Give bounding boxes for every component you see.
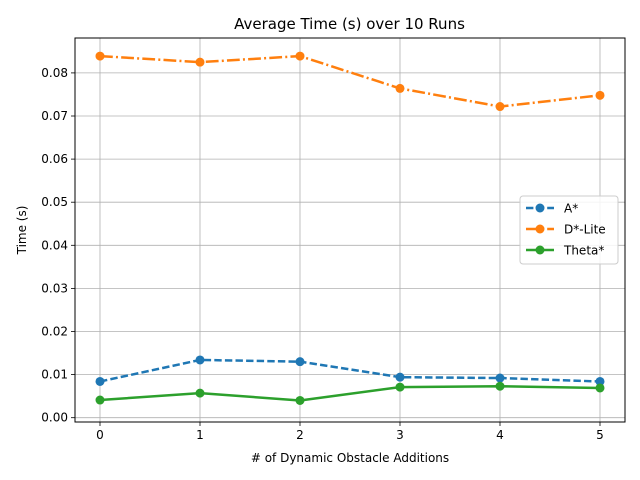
x-axis-label: # of Dynamic Obstacle Additions: [251, 451, 449, 465]
legend-label: D*-Lite: [564, 223, 606, 237]
series-0: [95, 355, 605, 386]
x-tick-label: 0: [96, 428, 104, 442]
data-point: [95, 51, 105, 61]
legend-label: Theta*: [563, 244, 604, 258]
legend-item: D*-Lite: [526, 223, 606, 237]
series-1: [95, 51, 605, 112]
data-point: [195, 388, 205, 398]
series-line: [99, 384, 601, 402]
legend-marker: [535, 245, 545, 255]
x-tick-label: 1: [196, 428, 204, 442]
legend-marker: [535, 203, 545, 213]
y-tick-label: 0.07: [41, 109, 68, 123]
legend: A* D*-Lite Theta*: [519, 195, 619, 265]
y-tick-label: 0.08: [41, 66, 68, 80]
series-line: [99, 54, 601, 108]
x-tick-label: 4: [496, 428, 504, 442]
chart-title: Average Time (s) over 10 Runs: [234, 15, 465, 33]
data-point: [495, 102, 505, 112]
series-layer: [95, 51, 605, 405]
y-tick-label: 0.00: [41, 411, 68, 425]
data-point: [295, 395, 305, 405]
plot-area: [74, 37, 626, 423]
data-point: [495, 373, 505, 383]
data-point: [595, 90, 605, 100]
data-point: [95, 395, 105, 405]
x-tick-label: 5: [596, 428, 604, 442]
series-2: [95, 381, 605, 405]
y-tick-label: 0.02: [41, 324, 68, 338]
y-tick-label: 0.01: [41, 368, 68, 382]
x-tick-label: 3: [396, 428, 404, 442]
x-tick-label: 2: [296, 428, 304, 442]
data-point: [595, 383, 605, 393]
data-point: [395, 83, 405, 93]
data-point: [95, 376, 105, 386]
data-point: [195, 355, 205, 365]
data-point: [395, 382, 405, 392]
data-point: [495, 381, 505, 391]
series-line: [99, 358, 601, 383]
legend-label: A*: [564, 202, 578, 216]
legend-box: [519, 195, 619, 265]
data-point: [395, 372, 405, 382]
y-tick-label: 0.05: [41, 195, 68, 209]
data-point: [195, 57, 205, 67]
y-axis-label: Time (s): [15, 206, 29, 256]
x-axis-ticks: 0 1 2 3 4 5: [96, 422, 604, 442]
legend-marker: [535, 224, 545, 234]
data-point: [295, 51, 305, 61]
y-tick-label: 0.03: [41, 281, 68, 295]
y-tick-label: 0.04: [41, 238, 68, 252]
legend-item: Theta*: [526, 244, 604, 258]
legend-item: A*: [526, 202, 578, 216]
data-point: [595, 376, 605, 386]
y-tick-label: 0.06: [41, 152, 68, 166]
data-point: [295, 357, 305, 367]
y-axis-ticks: 0.00 0.01 0.02 0.03 0.04 0.05 0.06 0.07 0.08: [41, 66, 75, 425]
